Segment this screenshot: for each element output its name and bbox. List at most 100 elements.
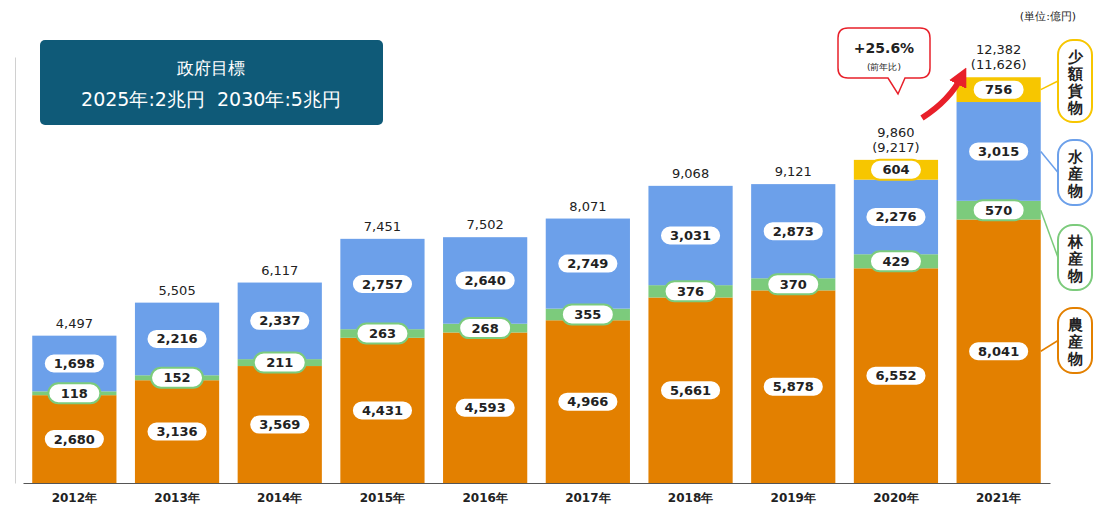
- bar: [957, 102, 1041, 201]
- data-label-pill: [48, 383, 100, 403]
- x-tick-label: 2013年: [154, 491, 199, 505]
- data-label-pill: [249, 311, 310, 331]
- data-label-pill: [865, 207, 926, 227]
- legend-char: 産: [1067, 165, 1083, 183]
- total-label: 12,382: [976, 42, 1022, 57]
- bar: [648, 186, 732, 285]
- legend-label: 水産物: [1067, 148, 1084, 200]
- data-label-text: 2,749: [567, 256, 608, 271]
- bar: [238, 283, 322, 360]
- data-label-text: 3,569: [259, 417, 300, 432]
- callout-bubble: [838, 28, 930, 94]
- x-tick: 2016年: [462, 491, 507, 505]
- data-label-pill: [254, 353, 306, 373]
- x-tick: 2014年: [257, 491, 302, 505]
- x-tick: 2020年: [873, 491, 918, 505]
- chart-container: 2,6803,1363,5694,4314,5934,9665,6615,878…: [0, 0, 1100, 530]
- data-label-pill: [973, 80, 1025, 100]
- data-label: 268: [459, 318, 511, 338]
- data-label-text: 376: [677, 284, 704, 299]
- bar: [340, 239, 424, 329]
- x-tick-label: 2017年: [565, 491, 610, 505]
- data-label-pill: [767, 274, 819, 294]
- data-label-text: 2,680: [54, 432, 95, 447]
- data-label: 3,015: [968, 141, 1029, 161]
- data-label-text: 3,136: [156, 424, 197, 439]
- data-label-text: 4,593: [465, 400, 506, 415]
- goal-box: 政府目標 2025年:2兆円 2030年:5兆円: [40, 40, 383, 125]
- legend: 農産物林産物水産物少額貨物: [1041, 40, 1092, 373]
- legend-pill: [1058, 308, 1092, 373]
- total-label: 4,497: [56, 316, 93, 331]
- data-label-pill: [557, 254, 618, 274]
- x-tick: 2012年: [52, 491, 97, 505]
- x-tick: 2021年: [976, 491, 1021, 505]
- data-label-text: 118: [61, 386, 88, 401]
- legend-pill: [1058, 140, 1092, 205]
- total-label: 5,505: [158, 283, 195, 298]
- x-tick-label: 2014年: [257, 491, 302, 505]
- data-label: 5,661: [660, 380, 721, 400]
- data-label-pill: [146, 422, 207, 442]
- bar: [751, 184, 835, 278]
- total-label: 7,502: [467, 217, 504, 232]
- legend-connector: [1041, 341, 1058, 352]
- data-label-text: 4,431: [362, 403, 403, 418]
- data-label: 2,749: [557, 254, 618, 274]
- data-label: 756: [973, 80, 1025, 100]
- data-label: 2,276: [865, 207, 926, 227]
- bar: [854, 160, 938, 180]
- legend-char: 農: [1067, 316, 1083, 334]
- data-label-pill: [973, 200, 1025, 220]
- bar: [854, 254, 938, 268]
- data-label-text: 604: [882, 162, 909, 177]
- legend-item: 水産物: [1041, 140, 1092, 205]
- legend-connector: [1041, 81, 1058, 90]
- subtotal-label: (9,217): [872, 140, 919, 155]
- x-axis-line: [24, 483, 1051, 484]
- x-tick: 2017年: [565, 491, 610, 505]
- data-label: 211: [254, 353, 306, 373]
- legend-char: 少: [1068, 48, 1084, 66]
- data-label-pill: [870, 160, 922, 180]
- data-label-pill: [459, 318, 511, 338]
- series-bars: [32, 102, 1041, 391]
- x-axis: 2012年2013年2014年2015年2016年2017年2018年2019年…: [24, 484, 1051, 505]
- bar: [854, 268, 938, 483]
- legend-item: 農産物: [1041, 308, 1092, 373]
- bar: [957, 201, 1041, 220]
- data-label-text: 2,337: [259, 313, 300, 328]
- data-label-pill: [763, 377, 824, 397]
- data-label-pill: [562, 304, 614, 324]
- data-label: 2,873: [763, 221, 824, 241]
- x-tick: 2018年: [668, 491, 713, 505]
- data-label-pill: [870, 251, 922, 271]
- data-label-text: 2,216: [156, 331, 197, 346]
- data-label-text: 263: [369, 326, 396, 341]
- callout-value: +25.6%: [854, 40, 914, 56]
- data-label-text: 4,966: [567, 394, 608, 409]
- data-label-pill: [44, 429, 105, 449]
- chart-svg: 2,6803,1363,5694,4314,5934,9665,6615,878…: [0, 0, 1100, 530]
- bar: [546, 219, 630, 309]
- goal-title: 政府目標: [177, 58, 245, 78]
- x-tick: 2019年: [771, 491, 816, 505]
- data-label-pill: [44, 353, 105, 373]
- total-label: 9,860: [877, 125, 914, 140]
- total-label: 9,121: [775, 164, 812, 179]
- series-bars: [32, 220, 1041, 483]
- bar: [443, 332, 527, 483]
- legend-char: 水: [1067, 148, 1084, 166]
- data-label: 2,216: [146, 329, 207, 349]
- data-label-text: 268: [472, 321, 499, 336]
- data-label-text: 570: [985, 203, 1012, 218]
- data-label: 376: [665, 281, 717, 301]
- legend-char: 貨: [1067, 82, 1083, 100]
- growth-callout: +25.6%(前年比): [838, 28, 962, 118]
- data-label: 3,569: [249, 415, 310, 435]
- bar: [443, 237, 527, 324]
- goal-text: 2025年:2兆円 2030年:5兆円: [81, 88, 341, 110]
- data-label-text: 2,873: [773, 224, 814, 239]
- data-label-text: 3,031: [670, 228, 711, 243]
- data-label: 2,680: [44, 429, 105, 449]
